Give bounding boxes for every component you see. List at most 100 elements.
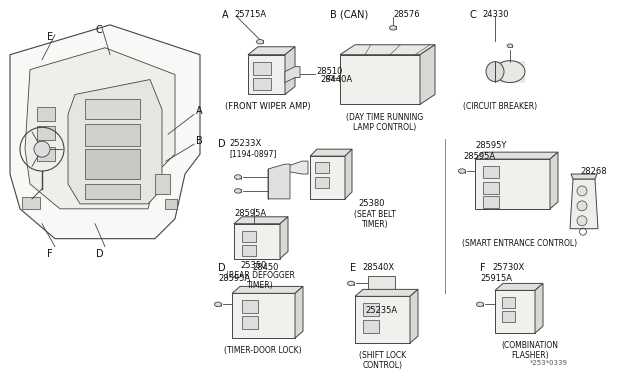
Text: (DAY TIME RUNNING: (DAY TIME RUNNING [346,113,424,122]
Ellipse shape [458,169,465,173]
Text: (COMBINATION: (COMBINATION [502,341,559,350]
Text: D: D [96,248,104,259]
Ellipse shape [348,281,355,286]
Bar [253,62,271,74]
Polygon shape [280,217,288,259]
Polygon shape [345,149,352,199]
Polygon shape [234,217,288,224]
Polygon shape [232,286,303,294]
Text: FLASHER): FLASHER) [511,351,549,360]
Text: (TIMER-DOOR LOCK): (TIMER-DOOR LOCK) [224,346,302,355]
Bar [37,147,55,161]
Text: B: B [196,136,203,146]
Polygon shape [25,48,175,209]
Text: *253*0339: *253*0339 [530,360,568,366]
Text: (SMART ENTRANCE CONTROL): (SMART ENTRANCE CONTROL) [463,239,577,248]
Polygon shape [310,149,352,156]
Text: 28510: 28510 [316,67,342,76]
Ellipse shape [214,302,221,307]
Text: 25730X: 25730X [492,263,524,272]
Text: 24330: 24330 [482,10,509,19]
Bar [242,316,258,329]
Ellipse shape [234,175,241,179]
Text: 25233X: 25233X [229,139,261,148]
Bar [483,196,499,208]
Polygon shape [571,174,597,179]
Circle shape [577,186,587,196]
Bar [242,245,256,256]
Text: 28440A: 28440A [320,75,352,84]
Bar [483,182,499,194]
Text: 28450: 28450 [252,263,278,272]
Bar [37,108,55,121]
Ellipse shape [234,189,241,193]
Text: 28595Y: 28595Y [475,141,506,150]
Ellipse shape [390,26,397,30]
Text: D: D [218,263,226,273]
Text: 28595A: 28595A [463,152,495,161]
Polygon shape [355,296,410,343]
Ellipse shape [507,44,513,48]
Bar [22,197,40,209]
Text: A: A [196,106,203,116]
Circle shape [34,141,50,157]
Text: C: C [95,25,102,35]
Bar [85,124,140,146]
Bar [85,99,140,119]
Polygon shape [310,156,345,199]
Polygon shape [340,55,420,105]
Polygon shape [268,164,290,199]
Text: (SHIFT LOCK: (SHIFT LOCK [360,351,406,360]
Polygon shape [368,276,395,298]
Text: 25235A: 25235A [365,306,397,315]
Polygon shape [285,161,308,174]
Ellipse shape [486,62,504,81]
Text: E: E [47,32,53,42]
Polygon shape [248,55,285,94]
Ellipse shape [477,302,483,307]
Polygon shape [355,289,418,296]
Bar [37,126,55,140]
Bar [85,184,140,199]
Polygon shape [495,283,543,291]
Ellipse shape [495,61,525,83]
Text: F: F [47,248,53,259]
Polygon shape [570,179,598,229]
Circle shape [577,201,587,211]
Bar [85,149,140,179]
Bar [502,297,515,308]
Text: D: D [218,139,226,149]
Bar [242,231,256,242]
Text: 25915A: 25915A [480,275,512,283]
Text: 25350: 25350 [240,260,266,270]
Text: F: F [480,263,486,273]
Text: TIMER): TIMER) [246,282,273,291]
Bar [315,177,329,188]
Text: 28595A: 28595A [234,209,266,218]
Text: C: C [470,10,477,20]
Text: CONTROL): CONTROL) [363,361,403,370]
Text: 28540X: 28540X [362,263,394,272]
Text: 28268: 28268 [580,167,607,176]
Bar [165,199,177,209]
Text: (REAR DEFOGGER: (REAR DEFOGGER [225,272,294,280]
Text: A: A [222,10,228,20]
Polygon shape [295,286,303,338]
Circle shape [577,216,587,226]
Bar [495,61,525,83]
Polygon shape [234,224,280,259]
Bar [363,303,379,316]
Text: LAMP CONTROL): LAMP CONTROL) [353,123,417,132]
Text: TIMER): TIMER) [362,220,388,229]
Polygon shape [495,291,535,333]
Polygon shape [475,152,558,159]
Polygon shape [475,159,550,209]
Polygon shape [285,67,300,83]
Bar [253,78,271,90]
Text: 28576: 28576 [393,10,420,19]
Bar [363,320,379,333]
Ellipse shape [326,75,333,80]
Text: B (CAN): B (CAN) [330,10,368,20]
Bar [483,166,499,178]
Polygon shape [420,45,435,105]
